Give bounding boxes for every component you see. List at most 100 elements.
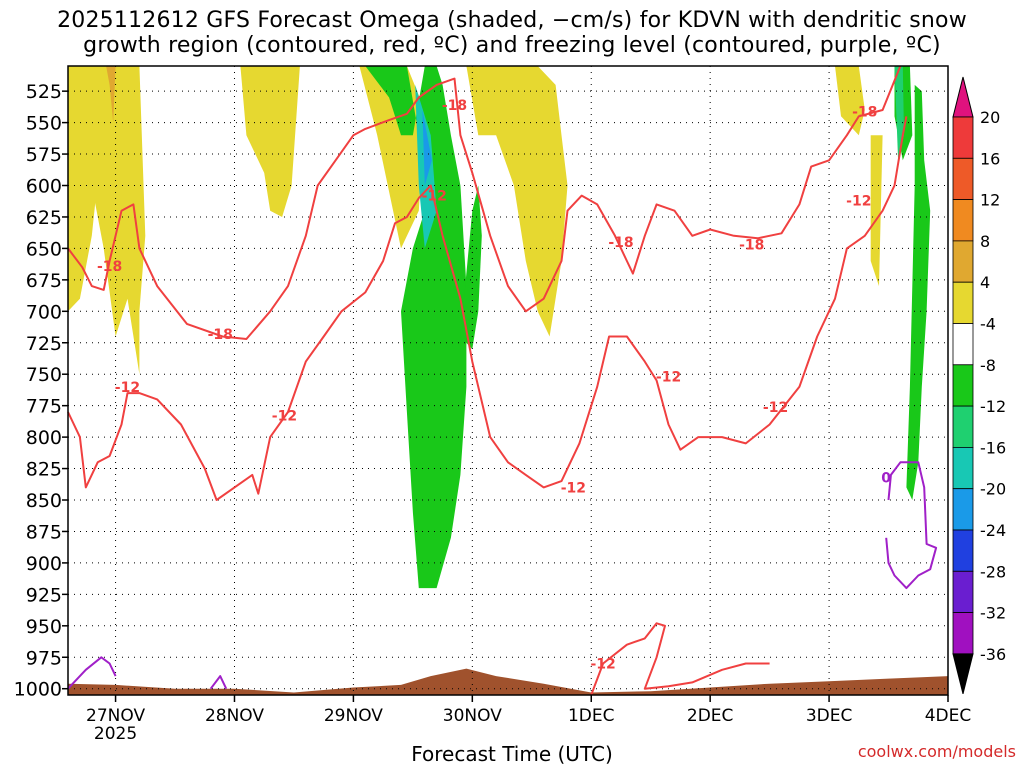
dendritic-contours bbox=[67, 65, 908, 696]
omega-region-5 bbox=[365, 66, 467, 589]
x-tick-label-4: 1DEC bbox=[568, 706, 615, 726]
contour-label-6: -12 bbox=[115, 380, 140, 396]
y-tick-label-1000: 1000 bbox=[14, 679, 62, 701]
omega-region-3 bbox=[240, 66, 300, 217]
colorbar-swatch-10 bbox=[952, 529, 974, 572]
omega-region-9 bbox=[466, 66, 568, 337]
terrain-polygon bbox=[68, 668, 948, 695]
y-tick-label-750: 750 bbox=[26, 364, 62, 386]
colorbar-label-12: -32 bbox=[980, 604, 1006, 623]
omega-region-8 bbox=[460, 185, 482, 350]
x-tick-label-6: 3DEC bbox=[806, 706, 853, 726]
omega-region-2 bbox=[106, 66, 116, 123]
x-tick-label-7: 4DEC bbox=[925, 706, 972, 726]
colorbar-top-arrow bbox=[952, 76, 974, 118]
contour-label-0: -18 bbox=[97, 259, 122, 275]
y-tick-label-900: 900 bbox=[26, 553, 62, 575]
colorbar-label-0: 20 bbox=[980, 108, 1000, 127]
y-tick-label-600: 600 bbox=[26, 176, 62, 198]
y-tick-label-875: 875 bbox=[26, 521, 62, 543]
colorbar-swatch-12 bbox=[952, 612, 974, 655]
y-tick-label-725: 725 bbox=[26, 333, 62, 355]
contour-minus18-0 bbox=[67, 65, 902, 340]
credit-text: coolwx.com/models bbox=[857, 742, 1016, 761]
y-tick-label-525: 525 bbox=[26, 81, 62, 103]
colorbar-swatch-9 bbox=[952, 488, 974, 531]
y-tick-label-675: 675 bbox=[26, 270, 62, 292]
y-tick-label-775: 775 bbox=[26, 396, 62, 418]
freezing-level-contours bbox=[67, 461, 938, 690]
colorbar-swatch-6 bbox=[952, 364, 974, 407]
contour-label-2: -18 bbox=[442, 98, 467, 114]
contour-label-5: -18 bbox=[852, 104, 877, 120]
colorbar-swatch-7 bbox=[952, 405, 974, 448]
colorbar-swatch-4 bbox=[952, 281, 974, 324]
colorbar-label-11: -28 bbox=[980, 562, 1006, 581]
colorbar-label-6: -8 bbox=[980, 356, 996, 375]
contour-label-10: -12 bbox=[656, 370, 681, 386]
contour-label-11: -12 bbox=[763, 400, 788, 416]
omega-region-10 bbox=[835, 66, 865, 136]
colorbar-label-5: -4 bbox=[980, 315, 996, 334]
omega-region-11 bbox=[870, 135, 883, 287]
x-tick-label-0: 27NOV bbox=[86, 706, 145, 726]
freezing-level-0 bbox=[67, 656, 117, 690]
x-tick-label-1: 28NOV bbox=[205, 706, 264, 726]
y-axis: 525 550 575 600 625 650 675 700 725 750 775 800 825 8… bbox=[14, 81, 68, 701]
y-tick-label-850: 850 bbox=[26, 490, 62, 512]
y-tick-label-925: 925 bbox=[26, 584, 62, 606]
x-tick-label-2: 29NOV bbox=[324, 706, 383, 726]
colorbar-swatch-8 bbox=[952, 446, 974, 490]
contour-label-8: -12 bbox=[422, 189, 447, 205]
freezing-level-1 bbox=[209, 675, 228, 690]
y-tick-label-800: 800 bbox=[26, 427, 62, 449]
x-tick-label-5: 2DEC bbox=[687, 706, 734, 726]
contour-label-7: -12 bbox=[272, 409, 297, 425]
colorbar-swatch-2 bbox=[952, 199, 974, 242]
y-tick-label-550: 550 bbox=[26, 113, 62, 135]
colorbar-swatch-5 bbox=[952, 323, 974, 366]
colorbar-label-2: 12 bbox=[980, 191, 1000, 210]
omega-region-13 bbox=[906, 84, 931, 501]
contour-label-3: -18 bbox=[608, 235, 633, 251]
contour-label-4: -18 bbox=[739, 238, 764, 254]
chart-title-line-1: 2025112612 GFS Forecast Omega (shaded, −… bbox=[57, 8, 967, 33]
y-tick-label-625: 625 bbox=[26, 207, 62, 229]
y-tick-label-700: 700 bbox=[26, 301, 62, 323]
contour-minus12-0 bbox=[67, 116, 908, 501]
colorbar-label-13: -36 bbox=[980, 645, 1006, 664]
plot-frame bbox=[67, 65, 949, 696]
freezing-level-2 bbox=[885, 461, 938, 590]
contour-label-9: -12 bbox=[561, 480, 586, 496]
y-tick-label-650: 650 bbox=[26, 238, 62, 260]
colorbar-label-4: 4 bbox=[980, 273, 990, 292]
colorbar-label-1: 16 bbox=[980, 149, 1000, 168]
x-axis-title: Forecast Time (UTC) bbox=[411, 742, 613, 766]
y-tick-label-950: 950 bbox=[26, 616, 62, 638]
colorbar: 20 16 12 8 4 -4 -8 -12 -16 -20 -24 -28 -32 -36 bbox=[952, 76, 1006, 695]
y-tick-label-825: 825 bbox=[26, 459, 62, 481]
contour-label-1: -18 bbox=[208, 327, 233, 343]
contour-minus12-lower-0 bbox=[590, 622, 770, 696]
colorbar-swatch-1 bbox=[952, 157, 974, 201]
colorbar-swatch-11 bbox=[952, 570, 974, 613]
colorbar-label-3: 8 bbox=[980, 232, 990, 251]
colorbar-swatch-3 bbox=[952, 240, 974, 283]
colorbar-bottom-arrow bbox=[952, 653, 974, 695]
x-tick-sublabel-0: 2025 bbox=[94, 724, 137, 744]
colorbar-label-10: -24 bbox=[980, 521, 1006, 540]
chart-title-line-2: growth region (contoured, red, ºC) and f… bbox=[83, 33, 941, 58]
omega-shading bbox=[68, 66, 931, 589]
omega-region-1 bbox=[85, 66, 146, 375]
terrain-fill bbox=[68, 668, 948, 695]
y-tick-label-975: 975 bbox=[26, 647, 62, 669]
y-tick-label-575: 575 bbox=[26, 144, 62, 166]
contour-label-13: -12 bbox=[590, 657, 615, 673]
omega-region-7 bbox=[422, 110, 432, 186]
freezing-label-0: 0 bbox=[881, 470, 891, 486]
colorbar-label-9: -20 bbox=[980, 480, 1006, 499]
x-tick-label-3: 30NOV bbox=[443, 706, 502, 726]
colorbar-label-7: -12 bbox=[980, 397, 1006, 416]
